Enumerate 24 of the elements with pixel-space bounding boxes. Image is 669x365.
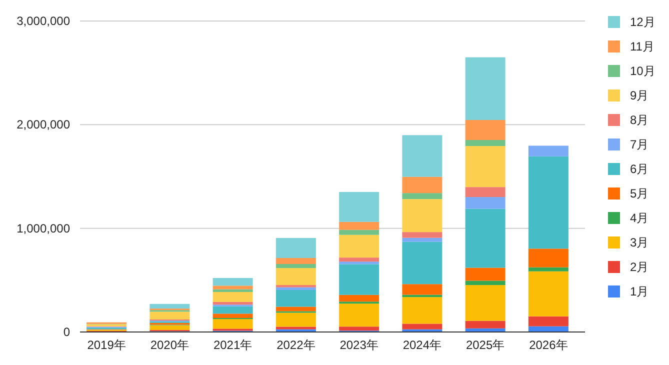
legend-label: 8月 [630, 113, 649, 127]
legend-label: 9月 [630, 88, 649, 102]
legend-label: 12月 [630, 15, 656, 29]
x-tick-label: 2019年 [87, 338, 126, 352]
x-tick-label: 2020年 [150, 338, 190, 352]
x-tick-label: 2026年 [529, 338, 568, 352]
legend-label: 1月 [630, 284, 649, 298]
legend-label: 6月 [630, 162, 649, 176]
legend-label: 5月 [630, 186, 649, 200]
y-tick-label: 0 [63, 325, 70, 339]
y-tick-label: 2,000,000 [16, 118, 70, 132]
x-tick-label: 2024年 [402, 338, 442, 352]
legend-label: 7月 [630, 138, 649, 152]
legend-label: 2月 [630, 260, 649, 274]
legend-label: 11月 [630, 40, 654, 54]
legend-label: 10月 [630, 64, 656, 78]
legend-label: 3月 [630, 236, 649, 250]
legend-label: 4月 [630, 211, 649, 225]
y-tick-label: 1,000,000 [16, 221, 70, 236]
x-tick-label: 2021年 [213, 338, 252, 352]
x-tick-label: 2022年 [276, 338, 316, 352]
x-tick-label: 2025年 [466, 338, 505, 352]
y-tick-label: 3,000,000 [16, 14, 70, 28]
x-tick-label: 2023年 [340, 338, 378, 352]
